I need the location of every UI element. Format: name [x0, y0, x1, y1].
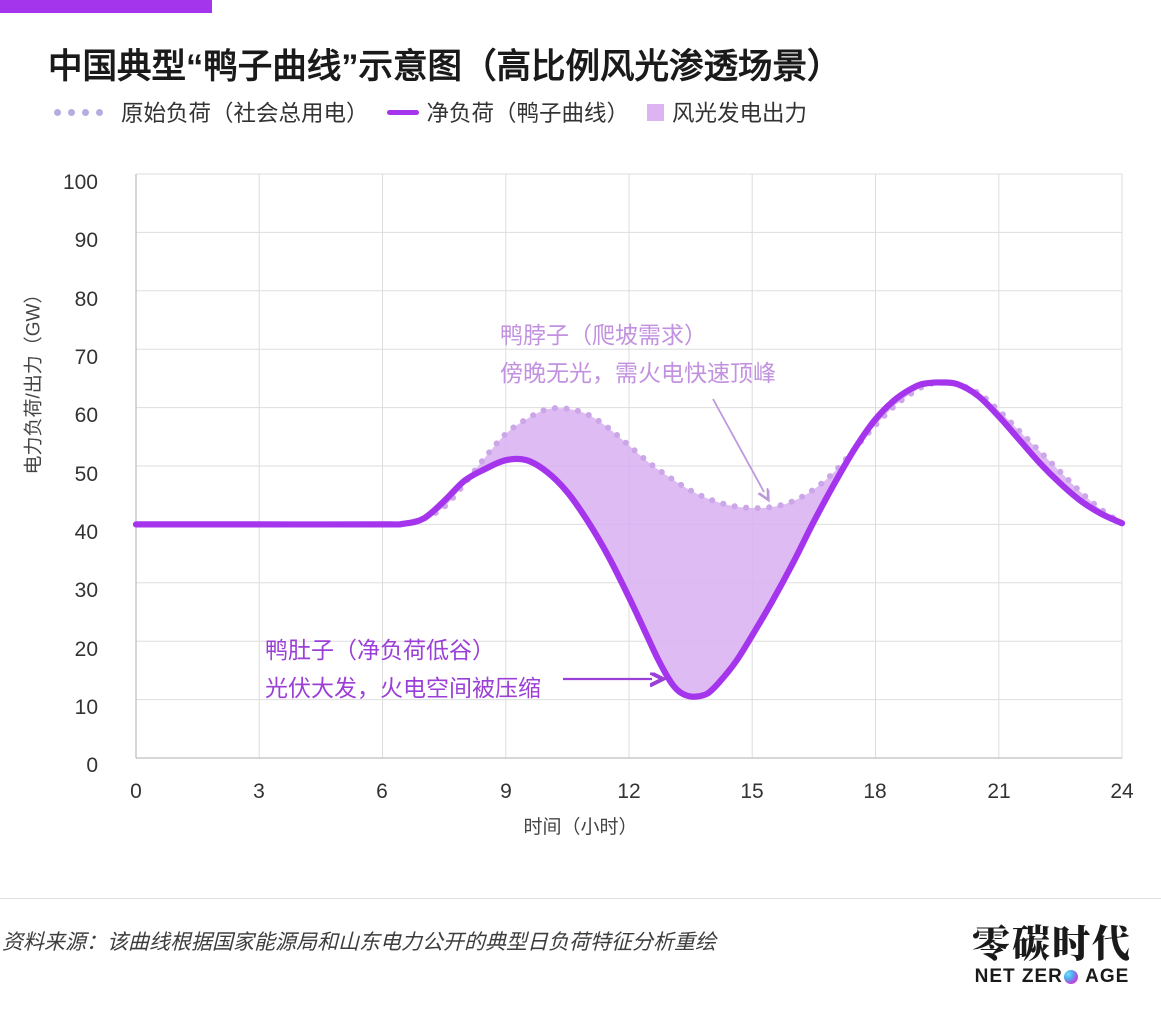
svg-text:鸭脖子（爬坡需求）: 鸭脖子（爬坡需求） — [500, 322, 707, 348]
svg-text:鸭肚子（净负荷低谷）: 鸭肚子（净负荷低谷） — [265, 637, 495, 663]
svg-text:傍晚无光，需火电快速顶峰: 傍晚无光，需火电快速顶峰 — [500, 360, 776, 386]
svg-text:光伏大发，火电空间被压缩: 光伏大发，火电空间被压缩 — [265, 675, 541, 701]
